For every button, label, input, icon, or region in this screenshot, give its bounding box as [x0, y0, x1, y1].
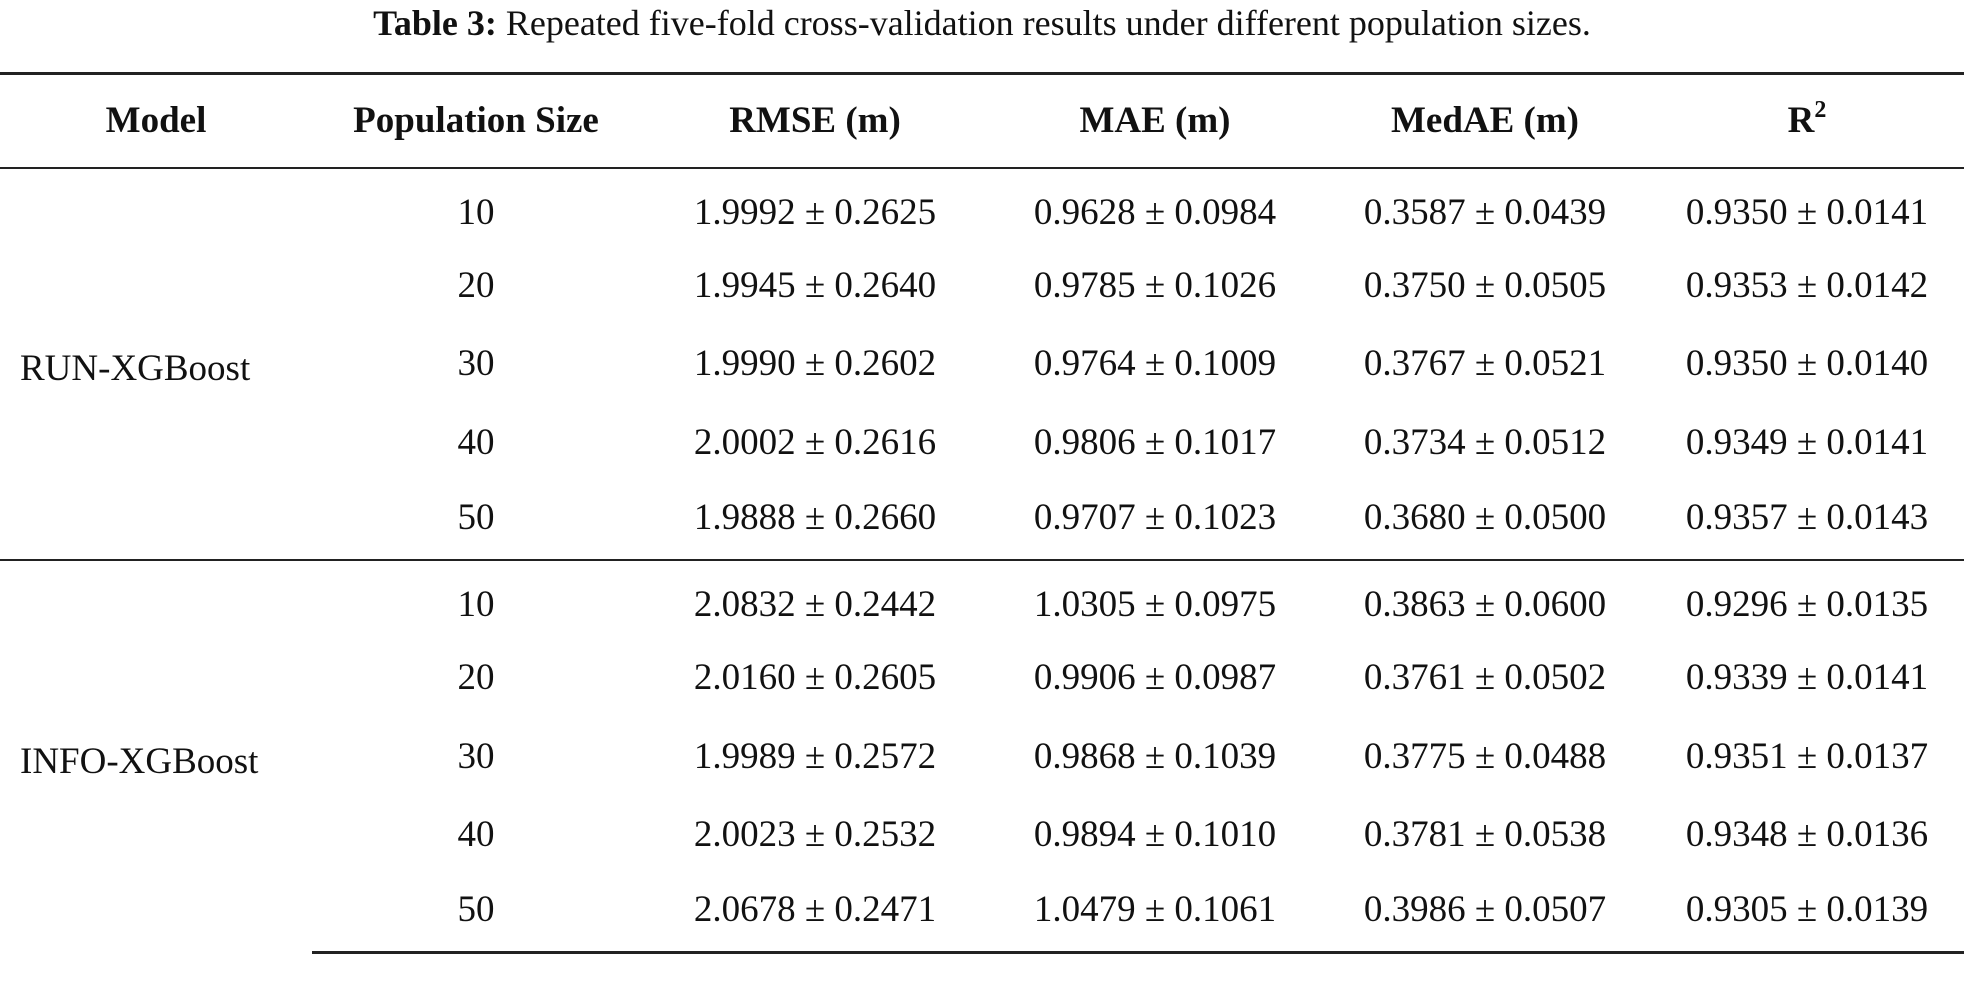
r2-cell: 0.9339 ± 0.0141 [1685, 657, 1929, 699]
medae-cell: 0.3750 ± 0.0505 [1363, 264, 1607, 306]
rmse-cell: 2.0002 ± 0.2616 [693, 421, 937, 463]
r2-cell: 0.9353 ± 0.0142 [1685, 264, 1929, 306]
population-size-cell: 50 [312, 874, 640, 954]
medae-cell: 0.3680 ± 0.0500 [1363, 496, 1607, 538]
population-size-cell: 20 [457, 264, 495, 306]
population-size-cell: 30 [457, 343, 495, 385]
medae-cell: 0.3761 ± 0.0502 [1363, 657, 1607, 699]
population-size-cell: 10 [457, 191, 495, 233]
header-model: Model [0, 73, 312, 169]
table-group-run-xgboost: RUN-XGBoost 10 1.9992 ± 0.2625 0.9628 ± … [0, 168, 1964, 561]
r2-cell: 0.9350 ± 0.0141 [1685, 191, 1929, 233]
header-medae: MedAE (m) [1320, 73, 1650, 169]
population-size-cell: 20 [457, 657, 495, 699]
table-row: 40 2.0023 ± 0.2532 0.9894 ± 0.1010 0.378… [0, 796, 1964, 875]
r2-cell: 0.9350 ± 0.0140 [1685, 343, 1929, 385]
medae-cell: 0.3863 ± 0.0600 [1320, 559, 1650, 639]
table-row: 40 2.0002 ± 0.2616 0.9806 ± 0.1017 0.373… [0, 403, 1964, 482]
table-row: 30 1.9990 ± 0.2602 0.9764 ± 0.1009 0.376… [0, 325, 1964, 404]
model-name-cell: RUN-XGBoost [20, 348, 251, 390]
header-population-size: Population Size [312, 73, 640, 169]
rmse-cell: 1.9992 ± 0.2625 [693, 191, 937, 233]
r2-cell: 0.9348 ± 0.0136 [1685, 814, 1929, 856]
medae-cell: 0.3587 ± 0.0439 [1363, 191, 1607, 233]
header-rmse: RMSE (m) [640, 73, 990, 169]
table-caption: Table 3: Repeated five-fold cross-valida… [0, 0, 1964, 46]
table-row: 30 1.9989 ± 0.2572 0.9868 ± 0.1039 0.377… [0, 717, 1964, 796]
mae-cell: 0.9785 ± 0.1026 [1033, 264, 1277, 306]
rmse-cell: 1.9990 ± 0.2602 [693, 343, 937, 385]
mae-cell: 0.9868 ± 0.1039 [1033, 735, 1277, 777]
r2-cell: 0.9305 ± 0.0139 [1650, 874, 1964, 954]
table-row: INFO-XGBoost 10 2.0832 ± 0.2442 1.0305 ±… [0, 559, 1964, 953]
r2-cell: 0.9357 ± 0.0143 [1685, 496, 1929, 538]
caption-text: Repeated five-fold cross-validation resu… [496, 3, 1591, 43]
table-row: 50 1.9888 ± 0.2660 0.9707 ± 0.1023 0.368… [0, 482, 1964, 561]
mae-cell: 0.9764 ± 0.1009 [1033, 343, 1277, 385]
header-mae: MAE (m) [990, 73, 1320, 169]
rmse-cell: 1.9888 ± 0.2660 [693, 496, 937, 538]
medae-cell: 0.3986 ± 0.0507 [1320, 874, 1650, 954]
table-row: 50 2.0678 ± 0.2471 1.0479 ± 0.1061 0.398… [0, 874, 1964, 954]
rmse-cell: 2.0832 ± 0.2442 [640, 559, 990, 639]
rmse-cell: 2.0023 ± 0.2532 [693, 814, 937, 856]
table-row: 20 2.0160 ± 0.2605 0.9906 ± 0.0987 0.376… [0, 639, 1964, 718]
medae-cell: 0.3767 ± 0.0521 [1363, 343, 1607, 385]
population-size-cell: 30 [457, 735, 495, 777]
population-size-cell: 40 [457, 421, 495, 463]
medae-cell: 0.3775 ± 0.0488 [1363, 735, 1607, 777]
mae-cell: 0.9707 ± 0.1023 [1033, 496, 1277, 538]
header-r2: R2 [1650, 73, 1964, 169]
mae-cell: 0.9806 ± 0.1017 [1033, 421, 1277, 463]
rmse-cell: 1.9989 ± 0.2572 [693, 735, 937, 777]
population-size-cell: 10 [312, 559, 640, 639]
table-row: RUN-XGBoost 10 1.9992 ± 0.2625 0.9628 ± … [0, 168, 1964, 390]
rmse-cell: 2.0678 ± 0.2471 [640, 874, 990, 954]
table-row: 20 1.9945 ± 0.2640 0.9785 ± 0.1026 0.375… [0, 246, 1964, 325]
population-size-cell: 50 [457, 496, 495, 538]
r2-cell: 0.9296 ± 0.0135 [1650, 559, 1964, 639]
header-r2-superscript: 2 [1814, 96, 1827, 123]
model-name-cell: INFO-XGBoost [0, 559, 312, 953]
header-row: Model Population Size RMSE (m) MAE (m) M… [0, 73, 1964, 169]
r2-cell: 0.9351 ± 0.0137 [1685, 735, 1929, 777]
results-table: Model Population Size RMSE (m) MAE (m) M… [0, 72, 1964, 954]
r2-cell: 0.9349 ± 0.0141 [1685, 421, 1929, 463]
mae-cell: 0.9894 ± 0.1010 [1033, 814, 1277, 856]
mae-cell: 1.0479 ± 0.1061 [990, 874, 1320, 954]
medae-cell: 0.3734 ± 0.0512 [1363, 421, 1607, 463]
population-size-cell: 40 [457, 814, 495, 856]
rmse-cell: 1.9945 ± 0.2640 [693, 264, 937, 306]
rmse-cell: 2.0160 ± 0.2605 [693, 657, 937, 699]
header-r2-base: R [1787, 100, 1815, 142]
mae-cell: 0.9628 ± 0.0984 [1033, 191, 1277, 233]
table-group-info-xgboost: INFO-XGBoost 10 2.0832 ± 0.2442 1.0305 ±… [0, 559, 1964, 954]
medae-cell: 0.3781 ± 0.0538 [1363, 814, 1607, 856]
mae-cell: 1.0305 ± 0.0975 [990, 559, 1320, 639]
caption-label: Table 3: [373, 3, 497, 43]
table-header: Model Population Size RMSE (m) MAE (m) M… [0, 73, 1964, 169]
mae-cell: 0.9906 ± 0.0987 [1033, 657, 1277, 699]
